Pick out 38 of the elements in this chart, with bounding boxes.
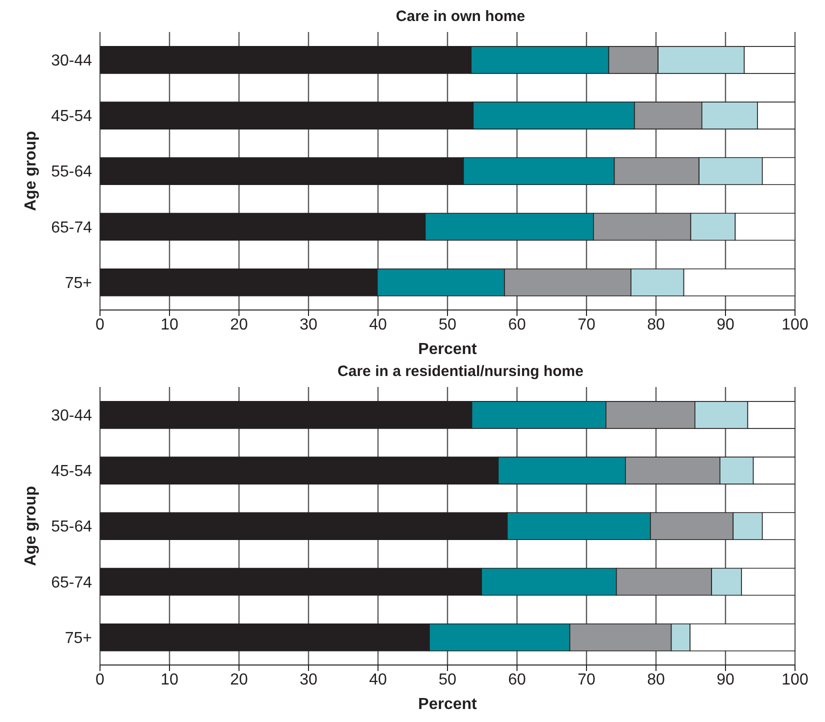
x-axis-title: Percent — [418, 696, 478, 713]
y-axis-title: Age group — [22, 130, 40, 211]
y-axis-title: Age group — [22, 486, 40, 566]
chart-title: Care in a residential/nursing home — [336, 363, 584, 382]
x-tick-label: 90 — [716, 671, 734, 688]
x-tick-label: 70 — [578, 316, 596, 334]
x-tick-label: 70 — [578, 671, 596, 688]
x-tick-label: 10 — [160, 316, 178, 334]
x-tick-label: 40 — [369, 671, 387, 688]
x-tick-label: 60 — [508, 316, 526, 334]
chart-title: Care in own home — [394, 8, 526, 27]
x-tick-label: 80 — [647, 671, 665, 688]
y-tick-label: 55-64 — [51, 164, 92, 181]
x-tick-label: 60 — [508, 671, 526, 688]
x-tick-label: 50 — [438, 671, 456, 688]
x-tick-label: 100 — [782, 671, 808, 688]
y-tick-label: 30-44 — [51, 407, 92, 424]
x-tick-label: 20 — [230, 671, 248, 688]
x-tick-label: 0 — [96, 671, 105, 688]
x-tick-label: 100 — [782, 316, 808, 334]
x-axis-title: Percent — [418, 341, 478, 358]
y-tick-label: 65-74 — [51, 219, 92, 236]
x-tick-label: 80 — [647, 316, 665, 334]
x-tick-label: 40 — [369, 316, 387, 334]
y-tick-label: 55-64 — [51, 518, 92, 536]
x-tick-label: 30 — [300, 316, 318, 334]
x-tick-label: 30 — [300, 671, 318, 688]
x-tick-label: 50 — [438, 316, 456, 334]
y-tick-label: 45-54 — [51, 463, 92, 480]
y-tick-label: 30-44 — [51, 52, 92, 70]
x-tick-label: 10 — [160, 671, 178, 688]
y-tick-label: 45-54 — [51, 108, 92, 126]
y-tick-label: 75+ — [64, 274, 92, 292]
x-tick-label: 90 — [716, 316, 734, 334]
y-tick-label: 65-74 — [51, 574, 92, 592]
y-tick-label: 75+ — [64, 630, 92, 647]
x-tick-label: 0 — [96, 316, 105, 334]
x-tick-label: 20 — [230, 316, 248, 334]
